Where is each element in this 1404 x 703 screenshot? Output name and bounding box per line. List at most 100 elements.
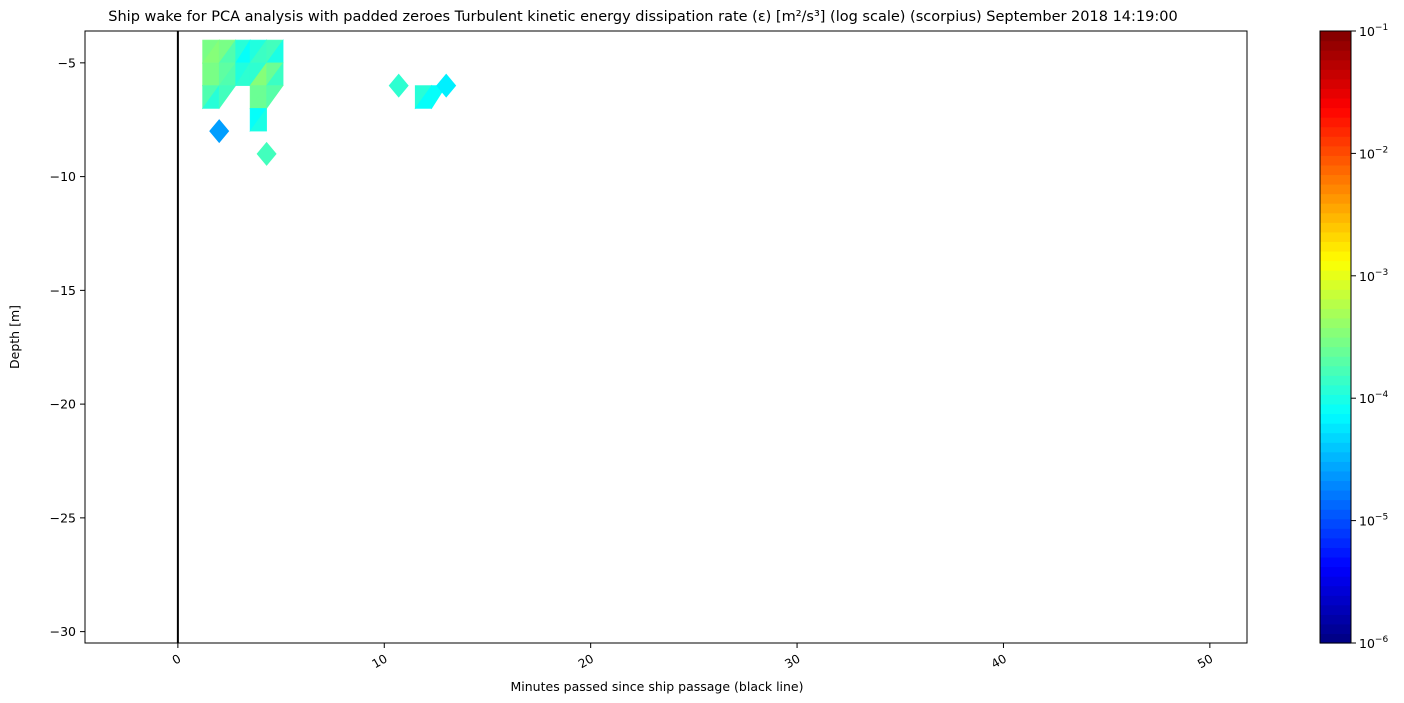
colorbar-band [1320,50,1351,61]
x-tick-label: 20 [576,651,596,671]
colorbar-band [1320,509,1351,520]
colorbar-band [1320,327,1351,338]
colorbar-band [1320,241,1351,252]
colorbar-band [1320,279,1351,290]
colorbar-frame [1319,30,1352,644]
colorbar-band [1320,375,1351,386]
colorbar-band [1320,518,1351,529]
colorbar-tick-base: 10 [1359,514,1375,529]
heatmap-cell [256,141,277,166]
colorbar-band [1320,136,1351,147]
y-axis: −5 −10 −15 −20 −25 −30 [50,55,85,639]
colorbar-band [1320,97,1351,109]
colorbar-band [1320,556,1351,568]
colorbar-band [1320,623,1351,635]
heatmap-cell [209,119,230,144]
colorbar-band [1320,470,1351,482]
colorbar-band [1320,547,1351,558]
colorbar-band [1320,346,1351,357]
colorbar-band [1320,490,1351,501]
colorbar-band [1320,289,1351,300]
colorbar-band [1320,69,1351,80]
colorbar-band [1320,260,1351,271]
y-tick-label: −25 [50,510,76,525]
colorbar-band [1320,576,1351,587]
colorbar-band [1320,212,1351,223]
colorbar-ticks: 10−110−210−310−410−510−6 [1351,23,1388,651]
colorbar-band [1320,461,1351,472]
colorbar-tick-exponent: −3 [1375,268,1388,278]
x-tick-label: 40 [989,651,1009,671]
colorbar: 10−110−210−310−410−510−6 [1319,23,1388,651]
colorbar-band [1320,528,1351,539]
heatmap-cell [218,85,237,110]
colorbar-band [1320,164,1351,176]
colorbar-tick-base: 10 [1359,146,1375,161]
colorbar-band [1320,184,1351,195]
x-tick-label: 0 [170,651,184,667]
colorbar-tick-base: 10 [1359,636,1375,651]
x-axis: 0 10 20 30 40 50 [170,643,1215,671]
colorbar-band [1320,432,1351,443]
colorbar-tick-exponent: −1 [1375,23,1388,33]
colorbar-band [1320,31,1351,42]
y-tick-label: −10 [50,169,76,184]
colorbar-tick-exponent: −2 [1375,145,1388,155]
colorbar-band [1320,145,1351,156]
chart-title: Ship wake for PCA analysis with padded z… [108,9,1177,25]
x-tick-label: 30 [782,651,802,671]
colorbar-band [1320,308,1351,319]
colorbar-band [1320,193,1351,204]
heatmap-cell [266,85,284,110]
colorbar-band [1320,40,1351,51]
colorbar-tick-label: 10−4 [1359,390,1388,406]
colorbar-band [1320,78,1351,89]
colorbar-band [1320,394,1351,405]
colorbar-band [1320,231,1351,242]
y-tick-label: −20 [50,397,76,412]
colorbar-tick-label: 10−6 [1359,635,1388,651]
colorbar-band [1320,203,1351,214]
x-tick-label: 10 [370,651,390,671]
colorbar-band [1320,107,1351,118]
colorbar-band [1320,537,1351,548]
colorbar-band [1320,423,1351,434]
colorbar-tick-exponent: −6 [1375,635,1389,645]
colorbar-band [1320,633,1351,644]
colorbar-tick-base: 10 [1359,24,1375,39]
colorbar-band [1320,222,1351,233]
colorbar-band [1320,384,1351,395]
x-axis-label: Minutes passed since ship passage (black… [511,679,804,694]
colorbar-tick-exponent: −5 [1375,513,1388,523]
colorbar-band [1320,337,1351,348]
plot-area [84,30,1248,644]
colorbar-tick-label: 10−1 [1359,23,1388,39]
colorbar-band [1320,59,1351,70]
plot-background [85,31,1247,643]
y-tick-label: −15 [50,283,76,298]
colorbar-tick-base: 10 [1359,269,1375,284]
colorbar-band [1320,499,1351,510]
x-tick-label: 50 [1195,651,1215,671]
colorbar-band [1320,317,1351,329]
colorbar-band [1320,250,1351,262]
colorbar-band [1320,270,1351,281]
heatmap-cell [436,73,457,98]
heatmap-cell [249,107,267,132]
colorbar-band [1320,174,1351,185]
colorbar-band [1320,365,1351,376]
colorbar-band [1320,155,1351,166]
colorbar-tick-label: 10−5 [1359,513,1388,529]
colorbar-band [1320,442,1351,453]
colorbar-tick-label: 10−2 [1359,145,1388,161]
colorbar-tick-base: 10 [1359,391,1375,406]
heatmap-cell [388,73,409,98]
colorbar-band [1320,413,1351,424]
colorbar-band [1320,585,1351,596]
colorbar-tick-label: 10−3 [1359,268,1388,284]
colorbar-band [1320,88,1351,99]
colorbar-band [1320,604,1351,615]
colorbar-band [1320,595,1351,606]
colorbar-gradient [1320,31,1351,644]
